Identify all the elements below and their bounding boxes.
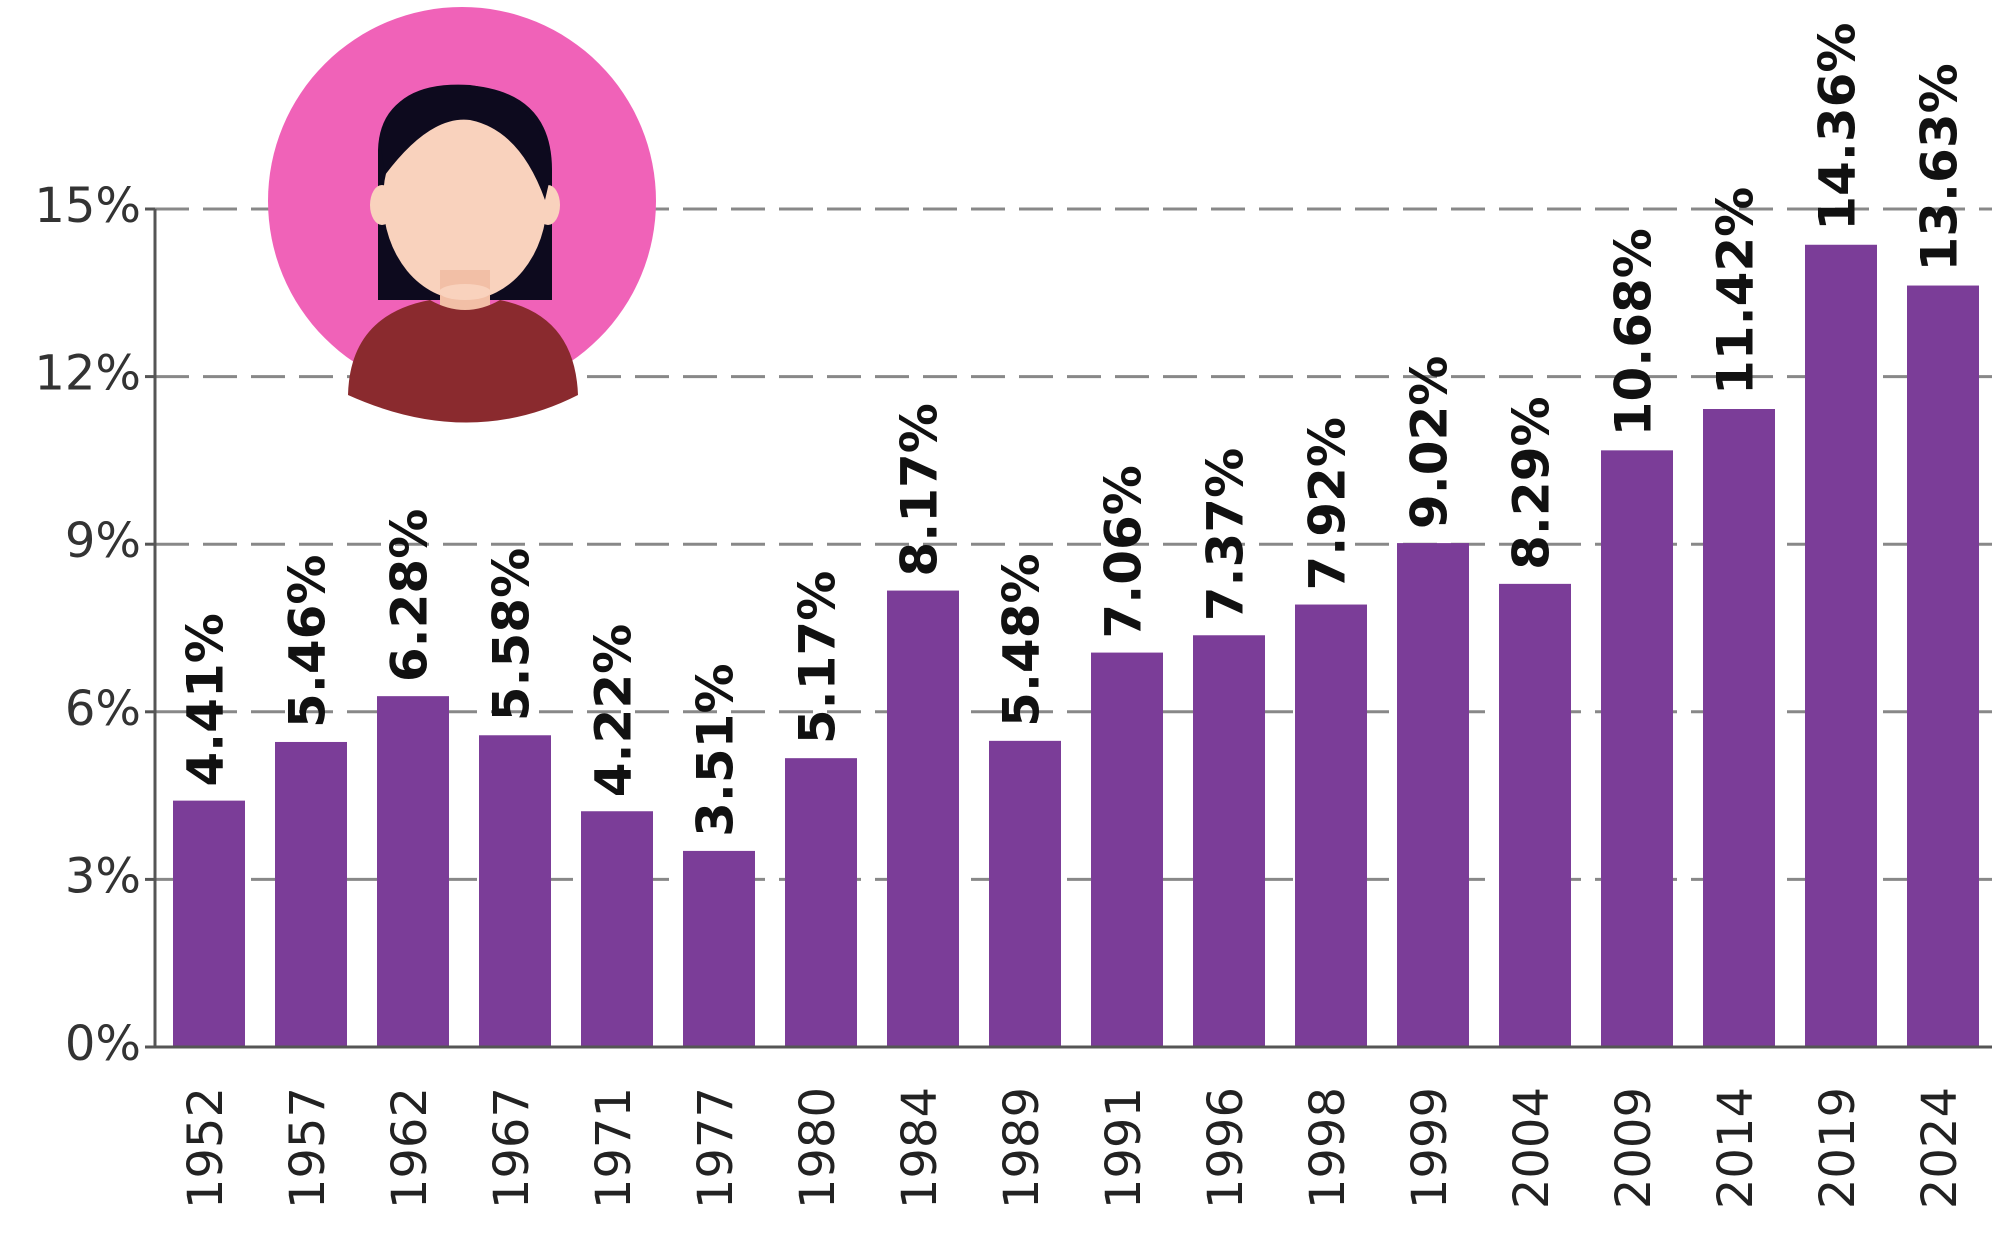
- value-label: 8.29%: [1503, 396, 1561, 569]
- x-tick-label: 2009: [1606, 1087, 1662, 1209]
- value-label: 7.06%: [1095, 465, 1153, 638]
- x-tick-label: 1971: [586, 1087, 642, 1209]
- value-label: 6.28%: [381, 509, 439, 682]
- y-tick-label: 12%: [34, 346, 141, 402]
- bar: [1091, 652, 1163, 1047]
- y-tick-label: 15%: [34, 178, 141, 234]
- x-tick-label: 2019: [1810, 1087, 1866, 1209]
- value-label: 5.58%: [483, 548, 541, 721]
- bar: [1601, 450, 1673, 1047]
- y-tick-label: 0%: [65, 1016, 141, 1072]
- bar: [479, 735, 551, 1047]
- y-tick-label: 9%: [65, 513, 141, 569]
- bar: [581, 811, 653, 1047]
- value-label: 7.92%: [1299, 417, 1357, 590]
- bar: [785, 758, 857, 1047]
- bar: [1499, 583, 1571, 1047]
- bar: [989, 740, 1061, 1047]
- value-label: 8.17%: [891, 403, 949, 576]
- x-tick-label: 1996: [1198, 1087, 1254, 1209]
- value-label: 5.17%: [789, 571, 847, 744]
- y-tick-label: 6%: [65, 681, 141, 737]
- x-tick-label: 1977: [688, 1087, 744, 1209]
- x-tick-label: 1962: [382, 1087, 438, 1209]
- value-label: 4.22%: [585, 624, 643, 797]
- value-label: 9.02%: [1401, 356, 1459, 529]
- bar: [1907, 285, 1979, 1047]
- value-label: 4.41%: [177, 613, 235, 786]
- avatar: [268, 7, 656, 423]
- bar: [173, 800, 245, 1047]
- bars: [173, 244, 1979, 1048]
- value-label: 10.68%: [1605, 228, 1663, 436]
- x-tick-label: 2004: [1504, 1087, 1560, 1209]
- x-tick-label: 1957: [280, 1087, 336, 1209]
- bar: [683, 850, 755, 1047]
- bar: [1193, 635, 1265, 1047]
- bar: [887, 590, 959, 1047]
- x-tick-label: 1999: [1402, 1087, 1458, 1209]
- x-tick-label: 2024: [1912, 1087, 1968, 1209]
- bar: [1805, 244, 1877, 1048]
- value-label: 5.48%: [993, 553, 1051, 726]
- value-label: 5.46%: [279, 554, 337, 727]
- value-label: 7.37%: [1197, 448, 1255, 621]
- x-tick-label: 1980: [790, 1087, 846, 1209]
- value-label: 14.36%: [1809, 22, 1867, 230]
- x-tick-label: 1989: [994, 1087, 1050, 1209]
- value-label: 13.63%: [1911, 63, 1969, 271]
- labels: 0% 3% 6% 9% 12% 15% 1952 4.41% 1957 5.46% 1962 6.28…: [34, 22, 1992, 1209]
- x-tick-label: 1967: [484, 1087, 540, 1209]
- bar: [275, 741, 347, 1047]
- value-label: 3.51%: [687, 663, 745, 836]
- bar: [1295, 604, 1367, 1047]
- x-tick-label: 1984: [892, 1087, 948, 1209]
- bar: [377, 696, 449, 1047]
- y-tick-label: 3%: [65, 848, 141, 904]
- x-tick-label: 2014: [1708, 1087, 1764, 1209]
- value-label: 11.42%: [1707, 187, 1765, 395]
- bar: [1703, 409, 1775, 1047]
- bar: [1397, 543, 1469, 1047]
- x-tick-label: 1998: [1300, 1087, 1356, 1209]
- x-tick-label: 1991: [1096, 1087, 1152, 1209]
- x-tick-label: 1952: [178, 1087, 234, 1209]
